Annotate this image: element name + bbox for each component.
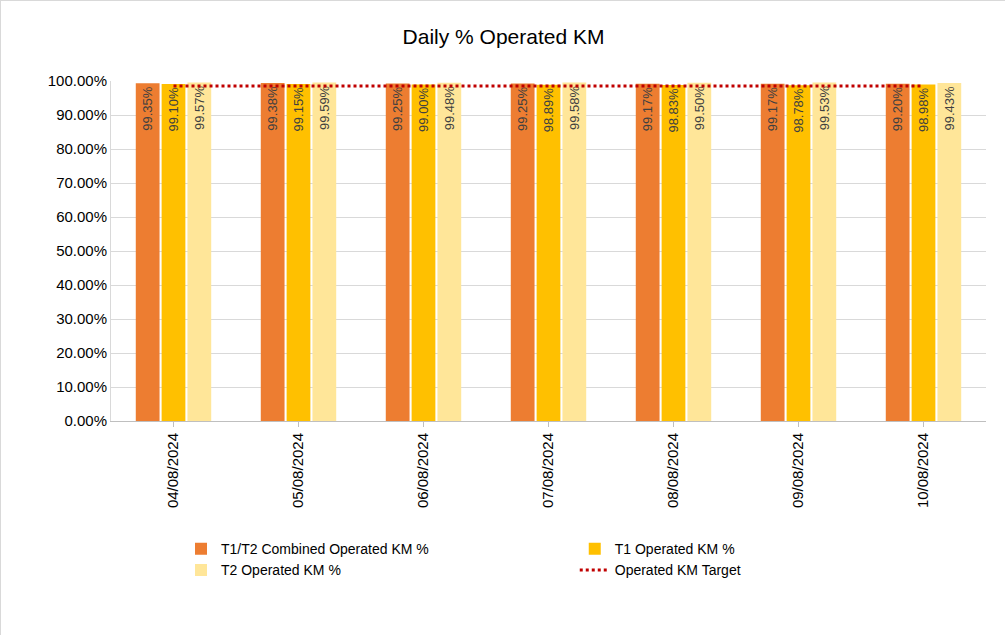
svg-text:Daily % Operated KM: Daily % Operated KM — [403, 25, 605, 48]
svg-text:Operated KM Target: Operated KM Target — [615, 562, 741, 578]
svg-text:99.25%: 99.25% — [515, 87, 530, 132]
svg-text:05/08/2024: 05/08/2024 — [289, 433, 306, 508]
svg-text:98.83%: 98.83% — [666, 88, 681, 133]
svg-text:30.00%: 30.00% — [56, 310, 107, 327]
svg-text:99.53%: 99.53% — [817, 86, 832, 131]
svg-text:99.59%: 99.59% — [317, 85, 332, 130]
svg-text:99.10%: 99.10% — [166, 87, 181, 132]
svg-text:0.00%: 0.00% — [64, 412, 107, 429]
svg-text:100.00%: 100.00% — [48, 72, 107, 89]
svg-text:98.78%: 98.78% — [791, 88, 806, 133]
svg-text:10.00%: 10.00% — [56, 378, 107, 395]
svg-text:07/08/2024: 07/08/2024 — [539, 433, 556, 508]
svg-text:06/08/2024: 06/08/2024 — [414, 433, 431, 508]
svg-text:20.00%: 20.00% — [56, 344, 107, 361]
svg-text:99.15%: 99.15% — [291, 87, 306, 132]
svg-text:T1/T2 Combined Operated KM %: T1/T2 Combined Operated KM % — [221, 541, 429, 557]
svg-text:40.00%: 40.00% — [56, 276, 107, 293]
svg-text:T1 Operated KM %: T1 Operated KM % — [615, 541, 735, 557]
svg-text:60.00%: 60.00% — [56, 208, 107, 225]
svg-text:04/08/2024: 04/08/2024 — [164, 433, 181, 508]
svg-text:99.50%: 99.50% — [692, 86, 707, 131]
svg-text:99.35%: 99.35% — [140, 86, 155, 131]
svg-text:70.00%: 70.00% — [56, 174, 107, 191]
svg-text:99.58%: 99.58% — [567, 85, 582, 130]
svg-text:98.89%: 98.89% — [541, 88, 556, 133]
svg-text:99.00%: 99.00% — [416, 87, 431, 132]
svg-text:99.38%: 99.38% — [265, 86, 280, 131]
svg-text:90.00%: 90.00% — [56, 106, 107, 123]
svg-text:99.17%: 99.17% — [640, 87, 655, 132]
svg-text:99.17%: 99.17% — [765, 87, 780, 132]
svg-text:99.43%: 99.43% — [942, 86, 957, 131]
svg-text:T2 Operated KM %: T2 Operated KM % — [221, 562, 341, 578]
svg-text:99.48%: 99.48% — [442, 86, 457, 131]
svg-text:99.25%: 99.25% — [390, 87, 405, 132]
svg-text:98.98%: 98.98% — [916, 87, 931, 132]
svg-text:80.00%: 80.00% — [56, 140, 107, 157]
svg-text:10/08/2024: 10/08/2024 — [914, 433, 931, 508]
svg-text:99.57%: 99.57% — [192, 85, 207, 130]
svg-text:09/08/2024: 09/08/2024 — [789, 433, 806, 508]
svg-text:50.00%: 50.00% — [56, 242, 107, 259]
svg-text:08/08/2024: 08/08/2024 — [664, 433, 681, 508]
svg-text:99.20%: 99.20% — [890, 87, 905, 132]
